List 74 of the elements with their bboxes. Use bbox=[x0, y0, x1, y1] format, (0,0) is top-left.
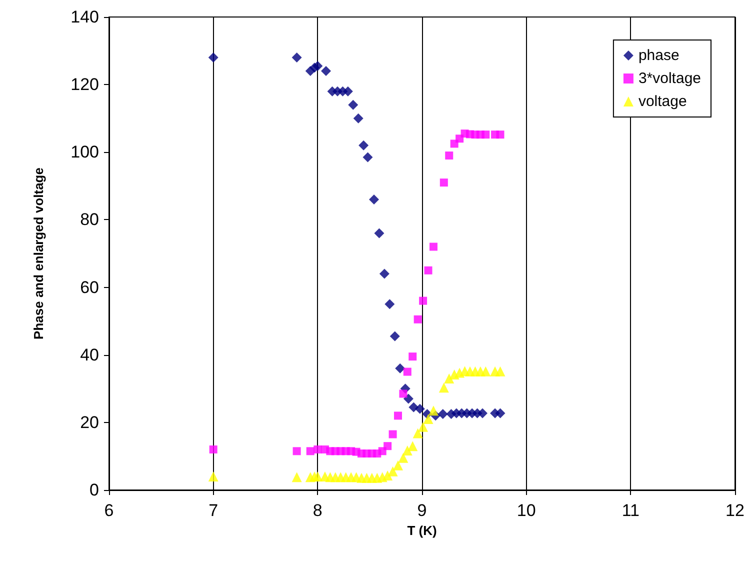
point bbox=[292, 447, 301, 456]
point bbox=[495, 408, 506, 418]
point bbox=[390, 331, 400, 342]
point bbox=[403, 394, 414, 404]
y-tick-label: 100 bbox=[70, 142, 99, 162]
point bbox=[342, 86, 353, 96]
point bbox=[496, 130, 504, 139]
point bbox=[438, 382, 449, 393]
x-tick-label: 7 bbox=[208, 501, 218, 520]
y-tick-label: 120 bbox=[70, 75, 99, 94]
point bbox=[348, 100, 358, 110]
point bbox=[408, 441, 418, 452]
point bbox=[369, 194, 380, 204]
y-tick-label: 0 bbox=[90, 480, 99, 500]
y-tick-label: 80 bbox=[80, 210, 99, 230]
point bbox=[478, 408, 488, 418]
point bbox=[445, 152, 454, 160]
point bbox=[395, 363, 406, 374]
point bbox=[379, 268, 390, 279]
point bbox=[414, 315, 422, 324]
point bbox=[412, 428, 423, 438]
x-tick-label: 12 bbox=[726, 501, 744, 520]
point bbox=[440, 178, 448, 187]
point bbox=[495, 366, 506, 376]
point bbox=[424, 266, 432, 274]
point bbox=[393, 460, 404, 470]
point bbox=[438, 408, 448, 419]
point bbox=[208, 52, 218, 63]
point bbox=[418, 422, 428, 432]
y-axis-title: Phase and enlarged voltage bbox=[31, 168, 46, 340]
point bbox=[403, 368, 412, 376]
point bbox=[480, 366, 491, 376]
point bbox=[408, 352, 417, 361]
legend-label: voltage bbox=[638, 93, 687, 110]
point bbox=[312, 471, 323, 482]
point bbox=[388, 466, 398, 476]
y-tick-label: 40 bbox=[80, 345, 99, 364]
point bbox=[428, 406, 438, 416]
point bbox=[399, 390, 408, 398]
x-tick-label: 10 bbox=[516, 501, 536, 520]
point bbox=[292, 472, 302, 482]
x-tick-label: 9 bbox=[417, 501, 427, 520]
legend-label: 3*voltage bbox=[638, 70, 702, 87]
point bbox=[429, 242, 438, 251]
point bbox=[208, 471, 218, 482]
point bbox=[414, 404, 425, 414]
point bbox=[384, 442, 392, 450]
x-tick-label: 8 bbox=[312, 501, 322, 520]
x-tick-label: 11 bbox=[622, 501, 640, 520]
point bbox=[394, 412, 402, 420]
point bbox=[398, 452, 408, 463]
point bbox=[423, 414, 434, 424]
point bbox=[374, 228, 384, 238]
y-tick-label: 60 bbox=[80, 278, 99, 297]
point bbox=[314, 445, 322, 454]
legend-label: phase bbox=[638, 47, 680, 64]
point bbox=[358, 140, 369, 150]
point bbox=[209, 445, 218, 454]
point bbox=[482, 130, 490, 139]
point bbox=[419, 296, 428, 305]
x-axis-title: T (K) bbox=[407, 523, 437, 538]
point bbox=[384, 299, 395, 310]
point bbox=[321, 66, 332, 76]
point bbox=[362, 152, 373, 162]
point bbox=[353, 113, 364, 124]
x-tick-label: 6 bbox=[104, 501, 114, 520]
y-tick-label: 20 bbox=[80, 412, 99, 432]
point bbox=[382, 470, 393, 480]
point bbox=[402, 445, 412, 456]
point bbox=[306, 447, 314, 456]
y-tick-label: 140 bbox=[70, 8, 99, 26]
point bbox=[312, 60, 323, 71]
point bbox=[292, 52, 302, 63]
point bbox=[388, 430, 397, 438]
